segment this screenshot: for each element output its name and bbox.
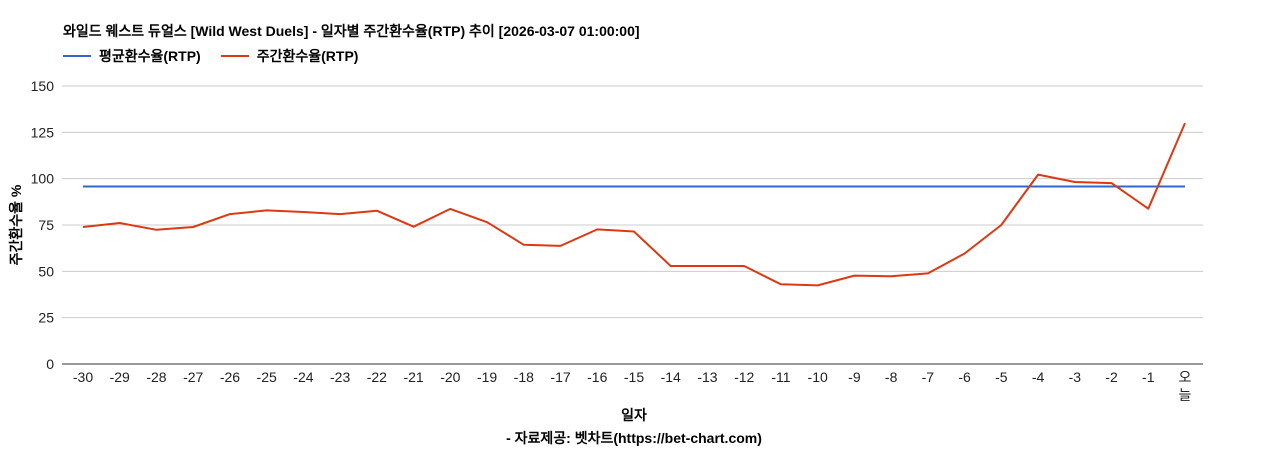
legend-swatch-weekly bbox=[220, 55, 249, 57]
x-tick-label: -16 bbox=[587, 369, 607, 385]
x-tick-label: -6 bbox=[958, 369, 971, 385]
y-tick-label: 50 bbox=[38, 263, 54, 279]
gridlines bbox=[62, 85, 1203, 365]
x-tick-label: -21 bbox=[403, 369, 423, 385]
x-tick-label: -30 bbox=[73, 369, 93, 385]
chart-title: 와일드 웨스트 듀얼스 [Wild West Duels] - 일자별 주간환수… bbox=[63, 23, 640, 39]
x-tick-label: 늘 bbox=[1179, 387, 1192, 403]
x-tick-label: -26 bbox=[220, 369, 240, 385]
y-tick-label: 125 bbox=[31, 124, 55, 140]
data-source-credit: - 자료제공: 벳차트(https://bet-chart.com) bbox=[506, 430, 762, 446]
x-tick-label: -9 bbox=[848, 369, 861, 385]
x-tick-label: 오 bbox=[1179, 369, 1192, 385]
x-tick-label: -22 bbox=[367, 369, 387, 385]
x-tick-label: -3 bbox=[1069, 369, 1082, 385]
x-tick-label: -5 bbox=[995, 369, 1008, 385]
x-tick-label: -25 bbox=[257, 369, 277, 385]
x-tick-label: -1 bbox=[1142, 369, 1155, 385]
legend-swatch-average bbox=[63, 55, 91, 57]
series-lines bbox=[82, 122, 1186, 287]
x-tick-label: -4 bbox=[1032, 369, 1045, 385]
x-tick-label: -14 bbox=[661, 369, 681, 385]
x-tick-label: -24 bbox=[293, 369, 313, 385]
x-tick-label: -11 bbox=[771, 369, 790, 385]
x-tick-label: -20 bbox=[440, 369, 460, 385]
weekly-rtp-line[interactable] bbox=[82, 122, 1186, 287]
x-tick-label: -15 bbox=[624, 369, 644, 385]
y-axis-title: 주간환수율 % bbox=[8, 184, 24, 266]
legend: 평균환수율(RTP) 주간환수율(RTP) bbox=[63, 46, 378, 66]
x-tick-label: -23 bbox=[330, 369, 350, 385]
x-tick-label: -18 bbox=[514, 369, 534, 385]
y-tick-label: 25 bbox=[38, 310, 54, 326]
x-tick-label: -27 bbox=[183, 369, 203, 385]
x-tick-label: -13 bbox=[697, 369, 717, 385]
y-axis-ticks: 0 25 50 75 100 125 150 bbox=[31, 78, 55, 372]
x-tick-label: -7 bbox=[922, 369, 935, 385]
y-tick-label: 100 bbox=[31, 171, 55, 187]
x-axis-title: 일자 bbox=[621, 407, 647, 423]
y-tick-label: 75 bbox=[38, 217, 54, 233]
x-tick-label: -12 bbox=[734, 369, 754, 385]
x-tick-label: -2 bbox=[1105, 369, 1118, 385]
legend-label-weekly: 주간환수율(RTP) bbox=[256, 48, 359, 64]
x-tick-label: -17 bbox=[550, 369, 570, 385]
y-tick-label: 0 bbox=[46, 356, 54, 372]
legend-item-weekly-rtp[interactable]: 주간환수율(RTP) bbox=[220, 46, 359, 66]
x-tick-label: -8 bbox=[885, 369, 898, 385]
x-axis-ticks: -30 -29 -28 -27 -26 -25 -24 -23 -22 -21 -20 -19 -18-… bbox=[73, 369, 1192, 403]
x-tick-label: -29 bbox=[110, 369, 130, 385]
legend-label-average: 평균환수율(RTP) bbox=[99, 48, 201, 64]
x-tick-label: -10 bbox=[808, 369, 828, 385]
legend-item-average-rtp[interactable]: 평균환수율(RTP) bbox=[63, 46, 201, 66]
x-tick-label: -28 bbox=[146, 369, 166, 385]
x-tick-label: -19 bbox=[477, 369, 497, 385]
y-tick-label: 150 bbox=[31, 78, 55, 94]
